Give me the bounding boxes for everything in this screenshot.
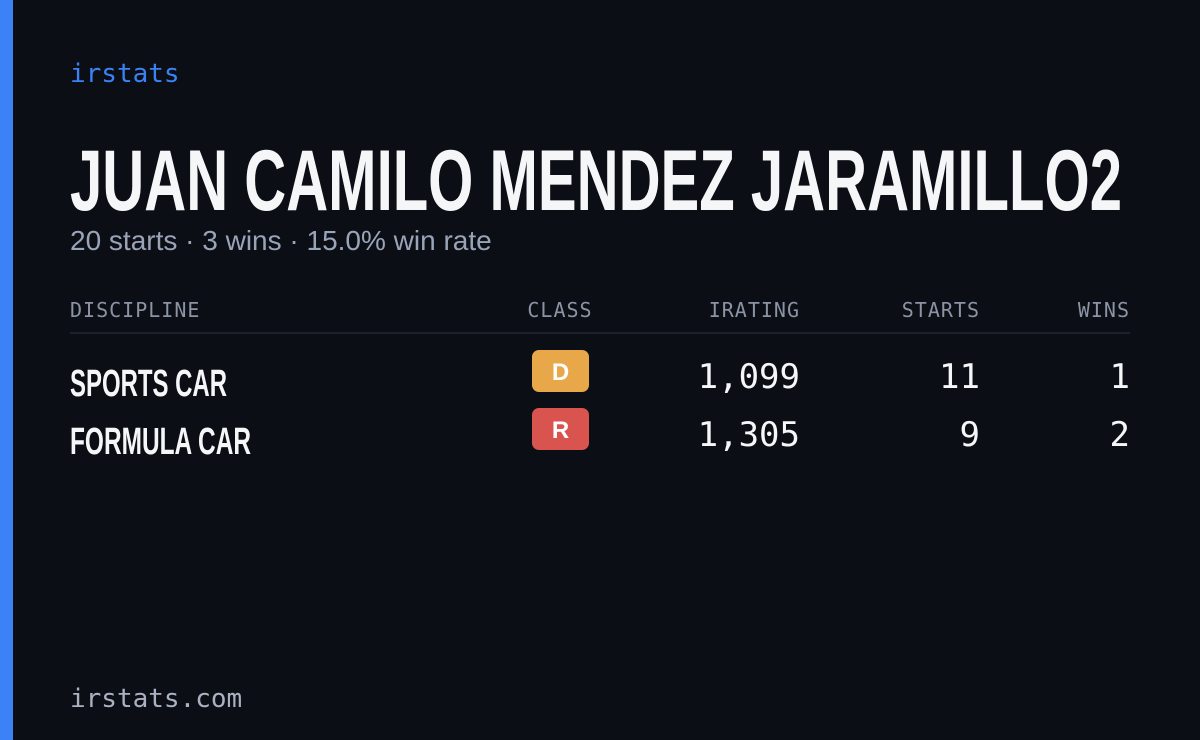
discipline: FORMULA CAR: [70, 421, 251, 463]
footer: irstats.com: [70, 684, 242, 714]
discipline: SPORTS CAR: [70, 363, 227, 405]
wins: 2: [1110, 415, 1130, 455]
class-badge: [532, 350, 589, 392]
table-row: FORMULA CAR R 1,305 9 2: [70, 408, 1130, 463]
header-cell: DISCIPLINE: [70, 298, 200, 322]
table-header: DISCIPLINE CLASS IRATING STARTS WINS: [70, 298, 1130, 322]
starts: 9: [960, 415, 980, 455]
driver-name: JUAN CAMILO MENDEZ JARAMILLO2: [70, 133, 1122, 229]
class-letter: R: [552, 417, 569, 444]
class-letter: D: [552, 359, 569, 386]
brand: irstats: [70, 59, 180, 89]
starts: 11: [939, 357, 980, 397]
accent-bar: [0, 0, 13, 740]
class-badge: [532, 408, 589, 450]
irating: 1,305: [698, 415, 800, 455]
wins: 1: [1110, 357, 1130, 397]
header-cell: CLASS: [527, 298, 592, 322]
driver-summary: 20 starts · 3 wins · 15.0% win rate: [70, 225, 492, 256]
header-cell: STARTS: [902, 298, 980, 322]
header-cell: WINS: [1078, 298, 1130, 322]
table-row: SPORTS CAR D 1,099 11 1: [70, 350, 1130, 405]
irating: 1,099: [698, 357, 800, 397]
header-cell: IRATING: [709, 298, 800, 322]
